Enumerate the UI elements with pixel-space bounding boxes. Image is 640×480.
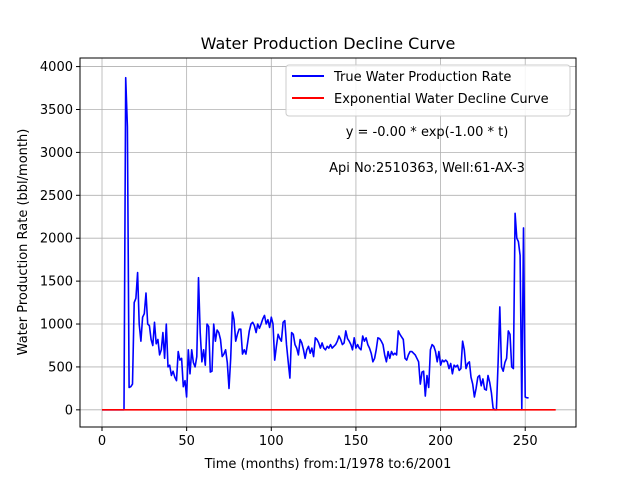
- well-annotation: Api No:2510363, Well:61-AX-3: [329, 161, 525, 176]
- x-tick-label: 250: [513, 434, 538, 449]
- y-tick-label: 2500: [40, 189, 73, 204]
- legend: True Water Production Rate Exponential W…: [285, 64, 571, 117]
- x-tick-label: 0: [98, 434, 106, 449]
- y-tick-label: 500: [48, 360, 73, 375]
- y-tick-label: 3500: [40, 103, 73, 118]
- y-axis-ticks: 0 500 1000 1500 2000 2500 3000 3500 4000: [40, 60, 80, 418]
- x-tick-label: 200: [428, 434, 453, 449]
- x-axis-label: Time (months) from:1/1978 to:6/2001: [204, 457, 452, 472]
- equation-annotation: y = -0.00 * exp(-1.00 * t): [346, 125, 509, 140]
- y-tick-label: 0: [65, 403, 73, 418]
- legend-box: [285, 64, 571, 117]
- x-tick-label: 100: [259, 434, 284, 449]
- legend-label-decline-curve: Exponential Water Decline Curve: [334, 92, 549, 107]
- series-line-true-water-production-rate: [102, 76, 529, 411]
- series-group: [102, 76, 556, 411]
- x-tick-label: 150: [344, 434, 369, 449]
- chart-title: Water Production Decline Curve: [201, 34, 456, 53]
- plot-frame: [79, 57, 577, 428]
- y-tick-label: 1500: [40, 275, 73, 290]
- x-tick-label: 50: [178, 434, 195, 449]
- y-tick-label: 1000: [40, 318, 73, 333]
- y-axis-label: Water Production Rate (bbl/month): [16, 129, 31, 356]
- y-tick-label: 3000: [40, 146, 73, 161]
- x-axis-ticks: 0 50 100 150 200 250: [98, 427, 538, 449]
- y-tick-label: 2000: [40, 232, 73, 247]
- legend-label-true-rate: True Water Production Rate: [333, 70, 511, 85]
- y-tick-label: 4000: [40, 60, 73, 75]
